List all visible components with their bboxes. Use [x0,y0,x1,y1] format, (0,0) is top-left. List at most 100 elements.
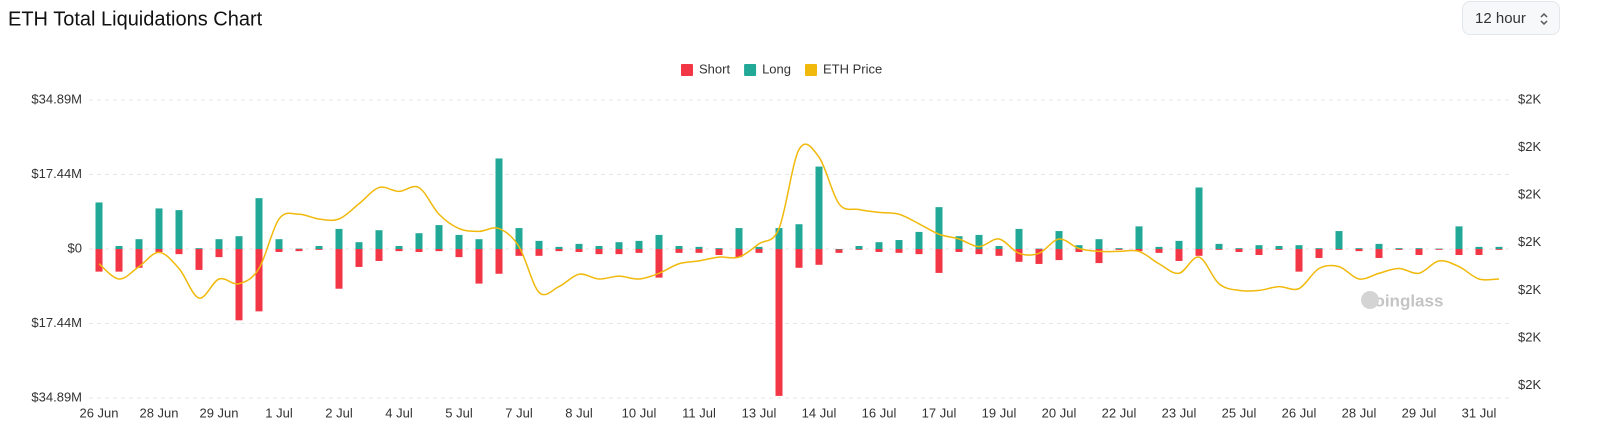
x-tick-label: 1 Jul [265,405,293,420]
price-line [98,143,1500,299]
bar [295,248,303,250]
bar [1435,249,1443,250]
bar [775,249,783,396]
bar [955,236,963,249]
x-tick-label: 29 Jun [199,405,238,420]
interval-select[interactable]: 12 hour [1462,1,1560,35]
bar [955,249,963,252]
y-tick-label: $0 [68,240,82,255]
y2-tick-label: $2K [1518,329,1541,344]
interval-label: 12 hour [1475,9,1526,27]
bar [275,249,283,252]
legend-label: Short [699,61,730,76]
watermark: coinglass [1365,291,1443,310]
bar [1035,249,1043,264]
bar [975,234,983,249]
x-tick-label: 13 Jul [742,405,777,420]
bar [1135,249,1143,252]
bar [835,249,843,250]
bar [535,249,543,256]
bar [1175,249,1183,261]
x-tick-label: 25 Jul [1222,405,1257,420]
bar [1015,228,1023,249]
bar [1055,231,1063,249]
bar [595,249,603,255]
bar [455,249,463,258]
bar [435,225,443,249]
bar [935,207,943,249]
bar [175,210,183,249]
bar [1435,248,1443,250]
bar [1095,249,1103,264]
bar [1475,246,1483,249]
bar [175,249,183,255]
bar [675,249,683,253]
bar [1115,249,1123,250]
y-tick-label: $17.44M [31,315,82,330]
y2-tick-label: $2K [1518,139,1541,154]
y2-tick-label: $2K [1518,377,1541,392]
bar [1375,249,1383,258]
bar [515,249,523,256]
bar [535,240,543,249]
bar [995,246,1003,249]
bar [1335,231,1343,249]
bar [635,240,643,249]
bar [1115,248,1123,249]
bar [155,208,163,249]
y2-tick-label: $2K [1518,282,1541,297]
bar [335,228,343,249]
bar [895,240,903,249]
bar [1415,248,1423,249]
x-tick-label: 10 Jul [622,405,657,420]
bar [1195,187,1203,249]
bar [355,249,363,267]
bar [715,248,723,249]
bar [375,230,383,249]
bar [1495,246,1503,249]
bar [1375,243,1383,249]
bar [1235,248,1243,249]
bar [1315,248,1323,249]
bar [395,246,403,249]
bar [635,249,643,253]
bar [495,249,503,274]
bar [295,249,303,252]
bar [1095,239,1103,249]
bar [1355,248,1363,249]
bar [1135,226,1143,249]
bar [95,202,103,249]
bar [815,249,823,265]
bar [1055,249,1063,261]
bar [695,246,703,249]
bar [155,249,163,252]
bar [435,249,443,252]
bar [195,249,203,270]
bar [115,246,123,249]
bar [855,249,863,250]
bar [375,249,383,261]
bar [1335,249,1343,250]
x-tick-label: 26 Jul [1282,405,1317,420]
bar [555,249,563,252]
bar [415,233,423,249]
x-tick-label: 23 Jul [1162,405,1197,420]
bar [615,249,623,255]
bar [675,246,683,249]
bar [1075,245,1083,249]
x-tick-label: 4 Jul [385,405,413,420]
legend-label: Long [762,61,791,76]
x-tick-label: 20 Jul [1042,405,1077,420]
bar [1155,246,1163,249]
chart-title: ETH Total Liquidations Chart [8,8,263,30]
bar [135,249,143,268]
x-tick-label: 16 Jul [862,405,897,420]
x-tick-label: 7 Jul [505,405,533,420]
x-tick-label: 31 Jul [1462,405,1497,420]
bar [695,249,703,253]
bar [1255,245,1263,249]
bar [1015,249,1023,262]
bar [575,249,583,252]
y-tick-label: $17.44M [31,166,82,181]
